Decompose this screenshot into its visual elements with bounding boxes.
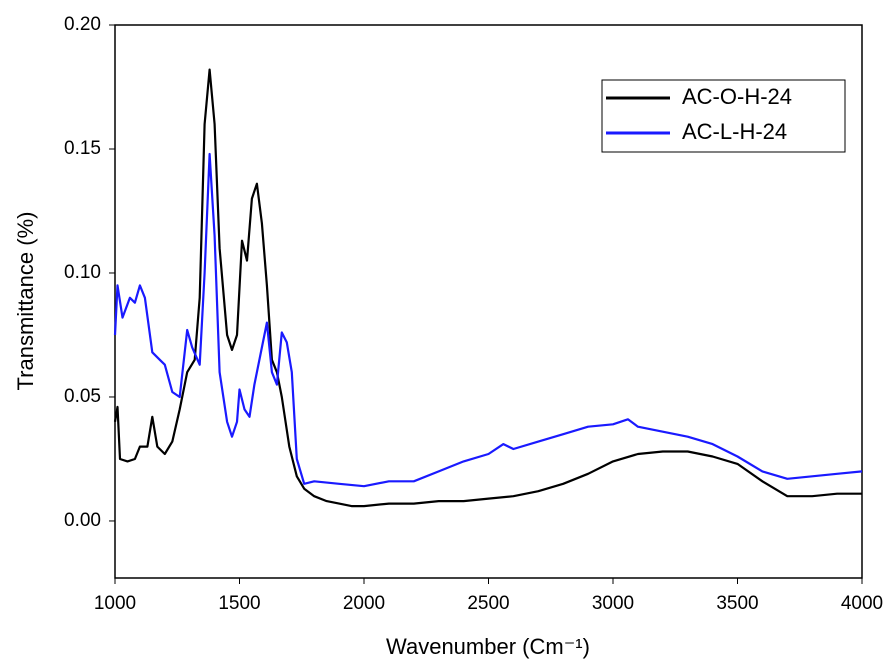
y-tick-label: 0.10 [64, 262, 101, 283]
y-tick-label: 0.05 [64, 386, 101, 407]
x-tick-label: 4000 [841, 593, 883, 614]
y-tick-label: 0.15 [64, 138, 101, 159]
x-axis-label: Wavenumber (Cm⁻¹) [386, 634, 590, 659]
series-line [113, 152, 863, 488]
y-axis-label: Transmittance (%) [13, 212, 38, 391]
y-tick-label: 0.20 [64, 14, 101, 35]
legend-label: AC-L-H-24 [682, 119, 787, 144]
y-tick-label: 0.00 [64, 510, 101, 531]
x-tick-label: 2500 [467, 593, 509, 614]
x-tick-label: 1000 [94, 593, 136, 614]
series-line [113, 68, 862, 508]
x-tick-label: 3000 [592, 593, 634, 614]
x-tick-label: 3500 [716, 593, 758, 614]
legend-box [601, 79, 846, 153]
legend-label: AC-O-H-24 [682, 84, 792, 109]
x-tick-label: 2000 [343, 593, 385, 614]
x-tick-label: 1500 [218, 593, 260, 614]
